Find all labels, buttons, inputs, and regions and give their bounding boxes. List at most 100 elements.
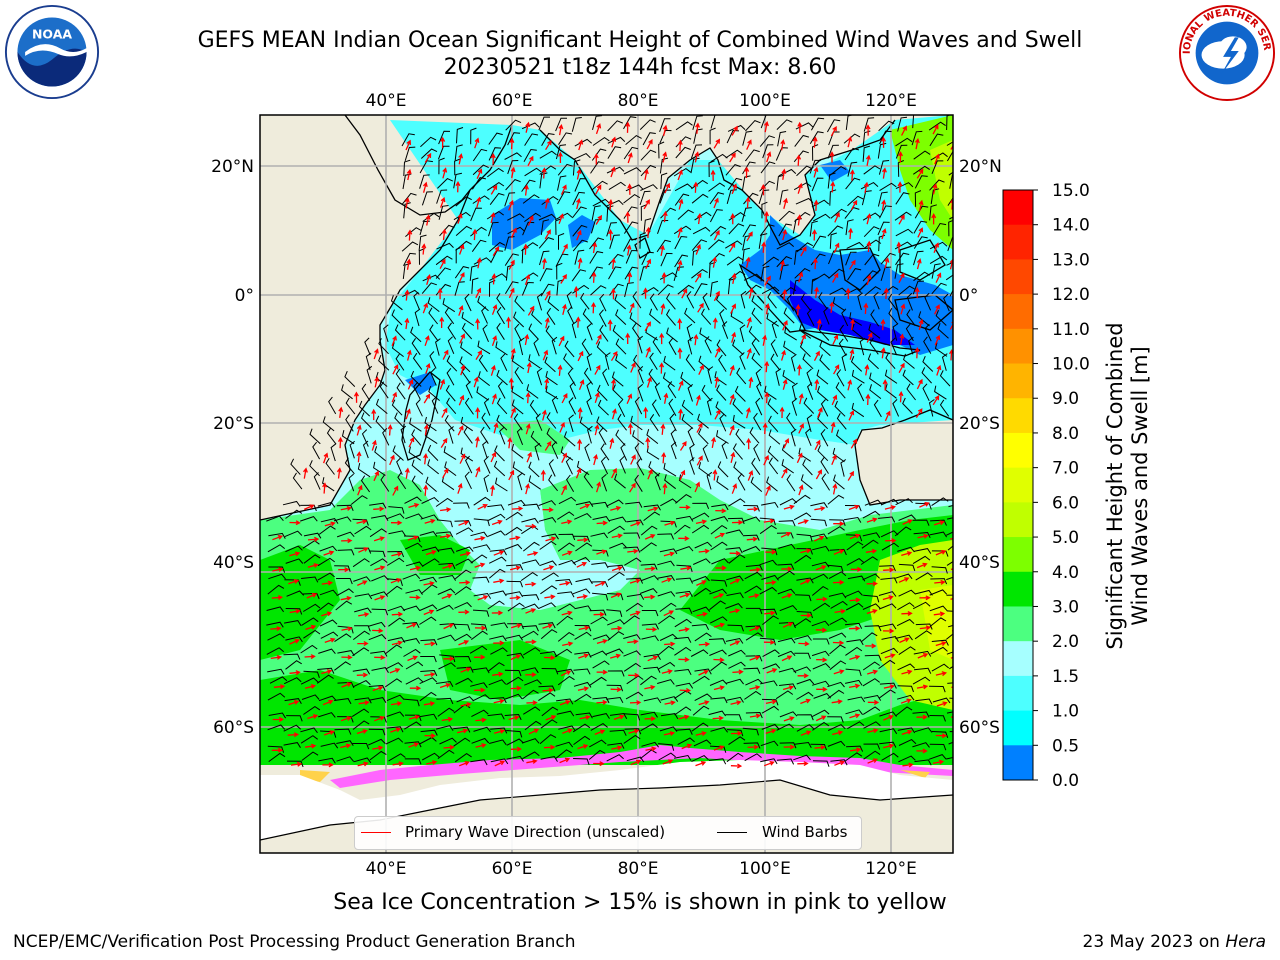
wind-barb <box>777 650 796 658</box>
wind-barb <box>361 383 371 401</box>
wave-direction-arrow <box>422 181 428 193</box>
wind-barb <box>793 512 812 521</box>
lat-tick: 60°S <box>959 718 1000 738</box>
wind-barb <box>690 649 709 657</box>
wind-barb <box>918 311 930 327</box>
wave-direction-arrow <box>780 532 792 538</box>
wind-barb <box>657 533 675 540</box>
wave-direction-arrow <box>916 684 929 690</box>
wave-direction-arrow <box>509 535 521 541</box>
wind-barb <box>419 174 430 189</box>
wind-barb <box>639 119 656 130</box>
wind-barb <box>586 353 593 371</box>
wind-barb <box>590 616 608 625</box>
wind-barb <box>380 474 390 492</box>
wind-barb <box>912 676 931 685</box>
wave-direction-arrow <box>441 716 454 722</box>
wave-direction-arrow <box>423 453 429 465</box>
wind-barb <box>691 755 709 763</box>
wave-direction-arrow <box>409 685 422 691</box>
wind-barb <box>437 547 455 554</box>
wind-barb <box>665 292 676 310</box>
wave-direction-arrow <box>765 580 777 586</box>
wind-barb <box>708 239 725 250</box>
wind-barb <box>912 742 930 748</box>
wind-barb <box>420 148 438 159</box>
wind-barb <box>626 577 644 584</box>
wind-barb <box>507 226 525 235</box>
wind-barb <box>929 685 946 693</box>
wave-direction-arrow <box>729 152 736 163</box>
wind-barb <box>947 682 953 684</box>
wind-barb <box>790 428 797 447</box>
wave-direction-arrow <box>527 551 539 556</box>
wind-barb <box>568 414 574 433</box>
wind-barb <box>929 589 948 596</box>
wind-barb <box>828 250 840 265</box>
wave-direction-arrow <box>915 408 923 418</box>
wave-direction-arrow <box>797 673 809 679</box>
wind-barb <box>945 531 953 536</box>
wave-direction-arrow <box>629 700 642 706</box>
wind-barb <box>456 127 464 144</box>
wind-barb <box>760 680 778 687</box>
wave-direction-arrow <box>714 376 720 388</box>
wind-barb <box>545 385 559 400</box>
wind-barb <box>782 369 795 385</box>
wave-direction-arrow <box>356 729 368 735</box>
wind-barb <box>504 253 519 266</box>
wave-direction-arrow <box>459 333 465 344</box>
wave-direction-arrow <box>491 273 497 285</box>
wind-barb <box>442 298 456 313</box>
wind-barb <box>674 646 692 656</box>
wave-direction-arrow <box>882 595 894 601</box>
lat-tick: 20°N <box>959 157 1002 177</box>
wind-barb <box>482 324 489 342</box>
wind-barb <box>571 117 582 132</box>
wind-barb <box>912 519 930 526</box>
wind-barb <box>664 474 677 490</box>
wave-direction-arrow <box>613 714 625 721</box>
wave-direction-arrow <box>460 702 472 707</box>
wave-direction-arrow <box>865 548 878 554</box>
wind-barb <box>539 165 557 175</box>
wind-barb <box>762 256 780 267</box>
wind-barb <box>939 370 951 387</box>
wind-barb <box>623 546 641 553</box>
wind-barb <box>817 413 829 430</box>
wind-barb <box>709 192 725 205</box>
wind-barb <box>420 514 439 520</box>
wind-barb <box>845 251 857 266</box>
wave-direction-arrow <box>664 700 676 706</box>
wind-barb <box>455 527 474 535</box>
wind-barb <box>268 712 287 719</box>
wave-direction-arrow <box>729 608 741 614</box>
wind-barb <box>480 426 489 444</box>
wave-direction-arrow <box>883 743 895 749</box>
wave-direction-arrow <box>307 714 319 720</box>
wave-direction-arrow <box>338 406 344 418</box>
wave-direction-arrow <box>543 565 555 571</box>
wind-barb <box>487 530 506 537</box>
wind-barb <box>930 578 948 585</box>
wind-barb <box>719 309 726 327</box>
wave-direction-arrow <box>596 699 608 705</box>
wind-barb <box>639 749 657 759</box>
wave-direction-arrow <box>764 120 769 133</box>
colorbar-tick-label: 0.0 <box>1052 771 1079 791</box>
wind-barb <box>540 651 558 658</box>
wave-direction-arrow <box>663 731 676 736</box>
wind-barb <box>857 383 865 402</box>
wave-direction-arrow <box>510 746 522 752</box>
wave-direction-arrow <box>645 226 651 239</box>
wave-direction-arrow <box>353 391 359 403</box>
wind-barb <box>846 639 864 646</box>
wave-direction-arrow <box>506 316 511 328</box>
wind-barb <box>863 694 882 701</box>
wind-barb <box>846 241 865 249</box>
wind-barb <box>675 515 694 522</box>
wind-barb <box>857 292 863 311</box>
wind-barb <box>382 428 390 446</box>
wave-direction-arrow <box>749 685 761 690</box>
wave-direction-arrow <box>697 302 704 313</box>
